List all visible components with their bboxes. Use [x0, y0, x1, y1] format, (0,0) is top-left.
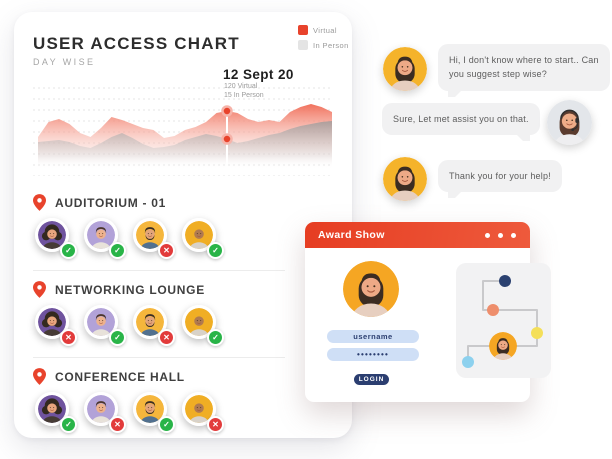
location-pin-icon — [33, 281, 46, 298]
attendee-avatar[interactable]: ✓ — [84, 218, 126, 259]
attendee-avatar[interactable]: ✓ — [35, 218, 77, 259]
password-input[interactable]: •••••••• — [327, 348, 419, 361]
status-cross-badge: ✕ — [207, 416, 224, 433]
chart-legend: Virtual In Person — [298, 25, 349, 50]
legend-swatch-in-person — [298, 40, 308, 50]
step-1-dot — [499, 275, 511, 287]
venue-title: AUDITORIUM - 01 — [55, 195, 166, 210]
window-control-dot[interactable] — [498, 232, 503, 238]
window-titlebar: Award Show — [305, 222, 530, 248]
chart-tooltip-virtual: 120 Virtual — [224, 83, 258, 90]
chart-tooltip-date: 12 Sept 20 — [223, 67, 294, 82]
woman-curly-avatar — [35, 218, 69, 252]
status-cross-badge: ✕ — [158, 242, 175, 259]
step-2-dot — [487, 304, 499, 316]
venue-section-header: NETWORKING LOUNGE — [33, 281, 299, 298]
attendee-avatar[interactable]: ✕ — [133, 305, 175, 346]
status-check-badge: ✓ — [60, 242, 77, 259]
chat-user-avatar — [383, 157, 427, 201]
section-divider — [33, 357, 285, 358]
status-check-badge: ✓ — [158, 416, 175, 433]
window-title: Award Show — [318, 229, 385, 241]
status-cross-badge: ✕ — [158, 329, 175, 346]
page-subtitle: DAY WISE — [33, 57, 96, 67]
location-pin-icon — [33, 194, 46, 211]
attendee-row: ✕ ✓ ✕ ✓ — [35, 305, 299, 346]
status-cross-badge: ✕ — [109, 416, 126, 433]
legend-item-in-person[interactable]: In Person — [298, 40, 349, 50]
woman-curly-avatar — [35, 305, 69, 339]
venue-section: AUDITORIUM - 01 ✓ ✓ ✕ ✓ — [33, 194, 299, 271]
attendee-avatar[interactable]: ✓ — [182, 218, 224, 259]
man-beard-avatar — [133, 218, 167, 252]
legend-item-virtual[interactable]: Virtual — [298, 25, 349, 35]
attendee-avatar[interactable]: ✓ — [133, 392, 175, 433]
step-3-dot — [531, 327, 543, 339]
status-check-badge: ✓ — [109, 242, 126, 259]
user-access-chart-card: USER ACCESS CHART DAY WISE Virtual In Pe… — [14, 12, 352, 438]
attendee-avatar[interactable]: ✓ — [35, 392, 77, 433]
award-show-window: Award Show username •••••••• LOGIN — [305, 222, 530, 402]
attendee-avatar[interactable]: ✓ — [84, 305, 126, 346]
chat-user-avatar — [383, 47, 427, 91]
steps-diagram — [462, 275, 543, 368]
status-check-badge: ✓ — [109, 329, 126, 346]
attendee-avatar[interactable]: ✕ — [35, 305, 77, 346]
chat-bubble-user: Thank you for your help! — [438, 160, 562, 199]
venue-title: CONFERENCE HALL — [55, 369, 185, 384]
attendee-row: ✓ ✓ ✕ ✓ — [35, 218, 299, 259]
step-user-avatar — [489, 332, 517, 360]
window-controls — [485, 232, 516, 238]
attendee-avatar[interactable]: ✕ — [182, 392, 224, 433]
man-wave-avatar — [84, 392, 118, 426]
legend-label: In Person — [313, 40, 349, 50]
location-pin-icon — [33, 368, 46, 385]
login-user-avatar — [343, 261, 399, 317]
venue-section-header: CONFERENCE HALL — [33, 368, 299, 385]
status-check-badge: ✓ — [60, 416, 77, 433]
venue-title: NETWORKING LOUNGE — [55, 282, 205, 297]
legend-swatch-virtual — [298, 25, 308, 35]
step-4-dot — [462, 356, 474, 368]
window-control-dot[interactable] — [511, 232, 516, 238]
man-bald-avatar — [182, 392, 216, 426]
section-divider — [33, 270, 285, 271]
chart-tooltip-in-person: 15 In Person — [224, 92, 264, 99]
username-input[interactable]: username — [327, 330, 419, 343]
venue-sections: AUDITORIUM - 01 ✓ ✓ ✕ ✓ NETWORKING LOUNGE ✕ ✓ ✕ ✓… — [33, 190, 299, 433]
steps-panel — [456, 263, 551, 378]
man-bald-avatar — [182, 305, 216, 339]
attendee-avatar[interactable]: ✕ — [133, 218, 175, 259]
status-check-badge: ✓ — [207, 329, 224, 346]
attendee-avatar[interactable]: ✕ — [84, 392, 126, 433]
window-control-dot[interactable] — [485, 232, 490, 238]
attendee-row: ✓ ✕ ✓ ✕ — [35, 392, 299, 433]
area-chart — [33, 87, 333, 176]
legend-label: Virtual — [313, 25, 337, 35]
venue-section: NETWORKING LOUNGE ✕ ✓ ✕ ✓ — [33, 281, 299, 358]
page-title: USER ACCESS CHART — [33, 34, 240, 53]
chat-bubble-agent: Sure, Let met assist you on that. — [382, 103, 540, 142]
chat-agent-avatar — [547, 100, 592, 145]
chat-bubble-user: Hi, I don't know where to start.. Can yo… — [438, 44, 610, 97]
status-cross-badge: ✕ — [60, 329, 77, 346]
attendee-avatar[interactable]: ✓ — [182, 305, 224, 346]
venue-section: CONFERENCE HALL ✓ ✕ ✓ ✕ — [33, 368, 299, 433]
login-button[interactable]: LOGIN — [354, 374, 389, 385]
status-check-badge: ✓ — [207, 242, 224, 259]
venue-section-header: AUDITORIUM - 01 — [33, 194, 299, 211]
